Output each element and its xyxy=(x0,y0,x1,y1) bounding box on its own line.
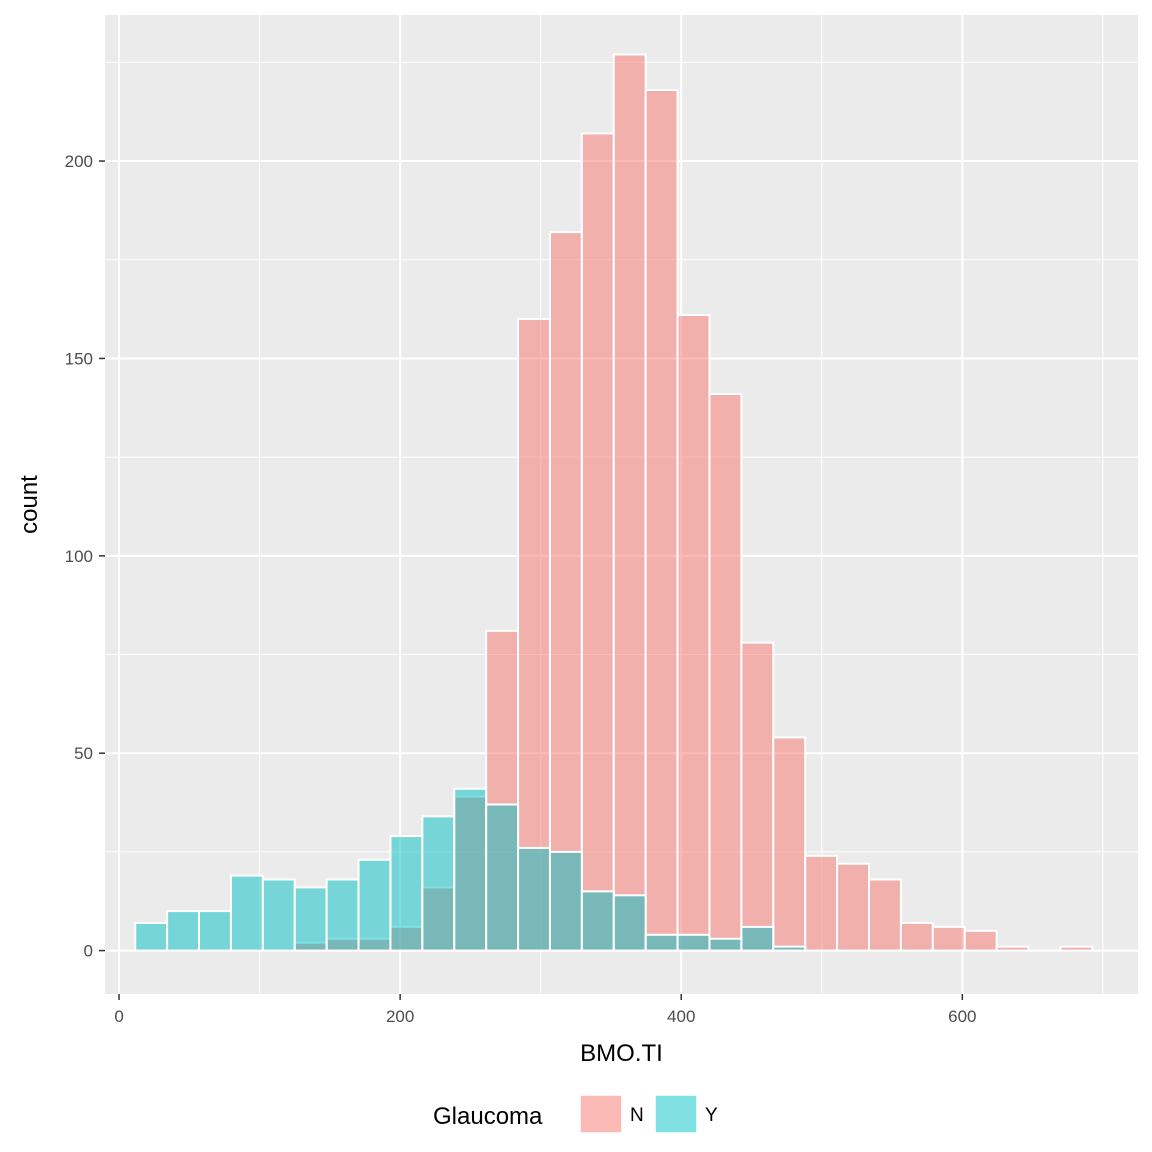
bar-n-21 xyxy=(804,854,839,952)
y-tick-label: 100 xyxy=(65,547,93,566)
x-tick-label: 0 xyxy=(114,1007,123,1026)
bar-n-22 xyxy=(836,862,870,952)
bar-n-18 xyxy=(708,392,743,952)
bar-y-15 xyxy=(612,894,647,952)
bar-n-27 xyxy=(995,945,1030,952)
bar-n-15 xyxy=(612,53,647,952)
bar-y-8 xyxy=(389,835,424,952)
bar-y-13 xyxy=(548,850,583,952)
bar-n-20 xyxy=(772,736,807,952)
bar-y-10 xyxy=(453,787,488,952)
bar-y-6 xyxy=(325,878,360,952)
legend-title: Glaucoma xyxy=(433,1103,543,1130)
bar-y-12 xyxy=(517,846,551,952)
bar-n-16 xyxy=(644,89,679,952)
bar-y-14 xyxy=(580,890,615,952)
bar-y-11 xyxy=(485,803,520,952)
bar-n-23 xyxy=(867,878,902,952)
bar-n-19 xyxy=(740,641,775,952)
bar-n-29 xyxy=(1059,945,1094,952)
bar-y-16 xyxy=(644,933,679,952)
x-tick-label: 200 xyxy=(386,1007,414,1026)
y-axis-title: count xyxy=(16,475,43,534)
bar-y-18 xyxy=(708,937,743,952)
y-tick-label: 50 xyxy=(74,744,93,763)
bar-n-13 xyxy=(548,231,583,952)
bar-y-5 xyxy=(293,886,328,952)
bar-n-12 xyxy=(517,317,551,952)
bar-n-25 xyxy=(931,925,966,952)
bar-y-4 xyxy=(261,878,296,952)
bar-y-0 xyxy=(134,921,169,952)
bar-n-26 xyxy=(963,929,998,952)
bar-n-17 xyxy=(676,314,711,952)
y-tick-label: 200 xyxy=(65,152,93,171)
x-tick-label: 600 xyxy=(948,1007,976,1026)
bar-y-7 xyxy=(357,858,392,952)
bar-y-20 xyxy=(772,945,807,952)
legend-label-y: Y xyxy=(705,1105,718,1126)
legend-key-y xyxy=(654,1094,698,1134)
bar-y-2 xyxy=(198,910,232,952)
legend: Glaucoma N Y xyxy=(433,1094,718,1134)
bar-y-19 xyxy=(740,925,775,952)
bar-y-1 xyxy=(166,910,201,952)
bar-n-24 xyxy=(899,921,934,952)
x-axis: 0 200 400 600 xyxy=(114,994,977,1026)
bar-y-17 xyxy=(676,933,711,952)
legend-key-n xyxy=(579,1094,623,1134)
bars xyxy=(134,53,1094,952)
bar-y-9 xyxy=(421,815,456,952)
y-axis: 0 50 100 150 200 xyxy=(65,152,105,961)
bar-n-14 xyxy=(580,132,615,952)
x-axis-title: BMO.TI xyxy=(580,1040,663,1067)
legend-label-n: N xyxy=(630,1105,644,1126)
x-tick-label: 400 xyxy=(667,1007,695,1026)
bar-y-3 xyxy=(229,874,264,952)
y-tick-label: 150 xyxy=(65,349,93,368)
y-tick-label: 0 xyxy=(84,942,93,961)
